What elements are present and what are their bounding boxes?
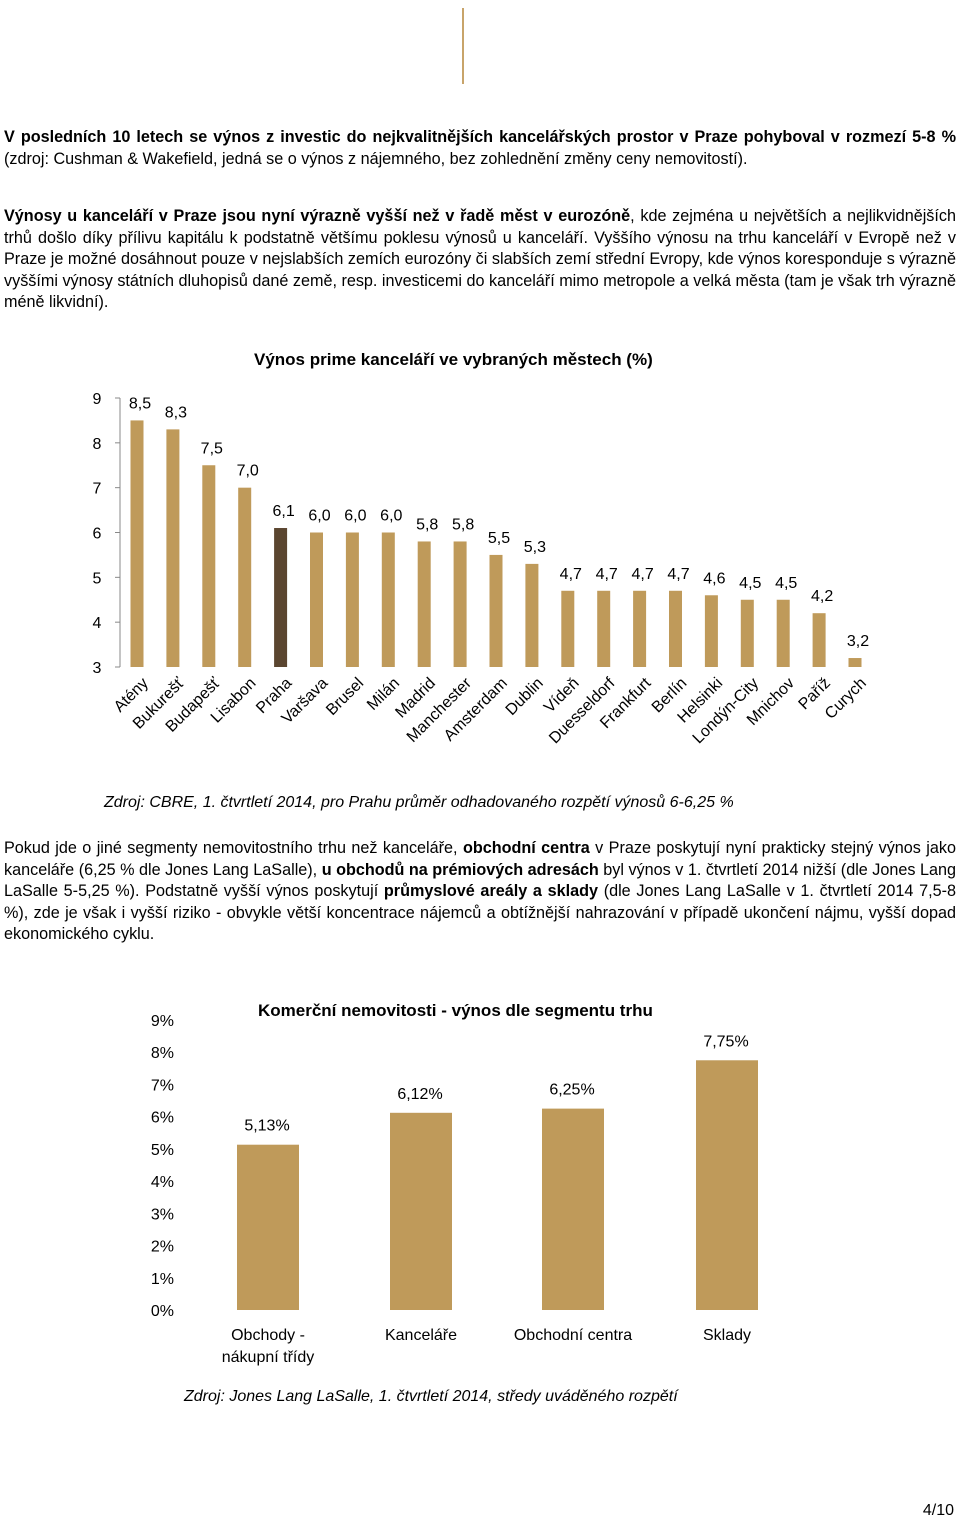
chart2-y-tick-label: 8% bbox=[151, 1045, 174, 1062]
chart2-y-tick-label: 7% bbox=[151, 1077, 174, 1094]
chart2-value-label: 6,25% bbox=[549, 1082, 594, 1099]
chart1-bar bbox=[812, 613, 826, 667]
chart1-bar bbox=[130, 420, 144, 667]
paragraph3-text2: v Praze poskytují nyní prakticky stejný … bbox=[4, 839, 956, 879]
chart2-category-label: Obchodní centra bbox=[514, 1327, 632, 1344]
chart2-bar bbox=[542, 1108, 604, 1310]
chart1-bar bbox=[274, 528, 288, 667]
chart1-value-label: 4,5 bbox=[775, 575, 797, 592]
chart2-bar bbox=[696, 1060, 758, 1310]
chart1-value-label: 6,0 bbox=[344, 508, 366, 525]
chart2-bar bbox=[237, 1144, 299, 1310]
chart1-bar bbox=[848, 658, 862, 667]
chart1-bar bbox=[166, 429, 180, 667]
page-number: 4/10 bbox=[922, 1502, 954, 1519]
chart1-bar bbox=[669, 590, 682, 667]
chart1-y-tick-label: 5 bbox=[93, 570, 102, 587]
chart1-bar bbox=[310, 532, 323, 667]
chart1-title: Výnos prime kanceláří ve vybraných měste… bbox=[254, 350, 653, 369]
chart2-y-tick-label: 3% bbox=[151, 1206, 174, 1223]
chart1-bar bbox=[776, 599, 790, 667]
paragraph2-text: , kde zejména u největších a nejlikvidně… bbox=[4, 207, 956, 311]
chart2-value-label: 5,13% bbox=[244, 1118, 289, 1135]
chart1-y-tick-label: 6 bbox=[93, 526, 102, 543]
chart1-bar bbox=[740, 599, 754, 667]
paragraph3-bold2: u obchodů na prémiových adresách bbox=[321, 860, 599, 879]
chart1-value-label: 4,7 bbox=[560, 566, 582, 583]
chart1-bar bbox=[345, 532, 359, 667]
chart2-bar bbox=[390, 1112, 452, 1310]
header-accent-line bbox=[462, 8, 464, 84]
paragraph2-bold: Výnosy u kanceláří v Praze jsou nyní výr… bbox=[4, 207, 631, 225]
chart1-bar bbox=[202, 465, 216, 667]
chart2-category-label: Kanceláře bbox=[385, 1327, 457, 1344]
chart1-bar bbox=[417, 541, 431, 667]
chart1-value-label: 8,5 bbox=[129, 395, 151, 412]
chart1-bar bbox=[561, 590, 575, 667]
chart1-value-label: 7,5 bbox=[201, 440, 223, 457]
chart2-y-tick-label: 0% bbox=[151, 1303, 174, 1320]
chart1-value-label: 3,2 bbox=[847, 633, 869, 650]
chart1-value-label: 6,0 bbox=[380, 508, 402, 525]
paragraph3-bold1: obchodní centra bbox=[462, 839, 590, 857]
chart1-value-label: 4,7 bbox=[631, 566, 653, 583]
chart2-y-tick-label: 2% bbox=[151, 1239, 174, 1256]
paragraph1-bold: V posledních 10 letech se výnos z invest… bbox=[4, 128, 956, 146]
chart2-y-tick-label: 6% bbox=[151, 1110, 174, 1127]
chart1-bar bbox=[704, 595, 718, 667]
paragraph3-text4: (dle Jones Lang LaSalle v 1. čtvrtletí 2… bbox=[4, 882, 957, 943]
paragraph-other-segments: Pokud jde o jiné segmenty nemovitostního… bbox=[4, 838, 956, 946]
chart1-y-tick-label: 9 bbox=[93, 391, 102, 408]
chart2-y-tick-label: 9% bbox=[151, 1013, 174, 1030]
chart2-y-tick-label: 4% bbox=[151, 1174, 174, 1191]
chart1-y-tick-label: 3 bbox=[93, 660, 102, 677]
chart2-y-tick-label: 5% bbox=[151, 1142, 174, 1159]
chart2-y-tick-label: 1% bbox=[151, 1271, 174, 1288]
chart1-value-label: 8,3 bbox=[165, 404, 187, 421]
chart1-value-label: 5,3 bbox=[524, 539, 546, 556]
paragraph-eurozone-comparison: Výnosy u kanceláří v Praze jsou nyní výr… bbox=[4, 206, 956, 314]
paragraph-office-yield-history: V posledních 10 letech se výnos z invest… bbox=[4, 127, 956, 170]
chart1-bar bbox=[597, 590, 611, 667]
chart1-source: Zdroj: CBRE, 1. čtvrtletí 2014, pro Prah… bbox=[104, 794, 734, 811]
chart2-source: Zdroj: Jones Lang LaSalle, 1. čtvrtletí … bbox=[184, 1388, 678, 1405]
chart2-category-label: Obchody -nákupní třídy bbox=[222, 1327, 315, 1366]
chart2-title: Komerční nemovitosti - výnos dle segment… bbox=[258, 1001, 653, 1020]
paragraph3-text3: byl výnos v 1. čtvrtletí 2014 nižší (dle… bbox=[4, 860, 957, 901]
chart2-category-label: Sklady bbox=[703, 1327, 751, 1344]
chart1-bar bbox=[381, 532, 395, 667]
paragraph1-text: (zdroj: Cushman & Wakefield, jedná se o … bbox=[4, 149, 748, 168]
chart1-value-label: 4,7 bbox=[596, 566, 618, 583]
chart1-value-label: 4,6 bbox=[703, 570, 725, 587]
paragraph3-bold3: průmyslové areály a sklady bbox=[383, 882, 599, 900]
chart1-value-label: 6,1 bbox=[272, 503, 294, 520]
chart1-value-label: 6,0 bbox=[308, 508, 330, 525]
chart1-value-label: 5,5 bbox=[488, 530, 510, 547]
chart1-value-label: 4,2 bbox=[811, 588, 833, 605]
chart1-value-label: 5,8 bbox=[416, 516, 438, 533]
chart2-value-label: 7,75% bbox=[703, 1033, 748, 1050]
chart1-bar bbox=[633, 590, 647, 667]
chart1-y-tick-label: 8 bbox=[93, 436, 102, 453]
chart2-segment-yields: 0% 1% 2% 3% 4% 5% 6% 7% 8% 9% 5,13% Obchody -nákupn… bbox=[151, 1013, 758, 1366]
chart1-bar bbox=[238, 487, 252, 667]
paragraph3-text1: Pokud jde o jiné segmenty nemovitostního… bbox=[4, 839, 463, 857]
chart1-y-tick-label: 7 bbox=[93, 481, 102, 498]
chart1-bar bbox=[525, 563, 539, 667]
chart1-value-label: 4,7 bbox=[667, 566, 689, 583]
chart1-bar bbox=[489, 554, 503, 667]
chart1-value-label: 7,0 bbox=[237, 463, 259, 480]
chart1-y-tick-label: 4 bbox=[93, 615, 102, 632]
chart1-value-label: 5,8 bbox=[452, 516, 474, 533]
chart2-value-label: 6,12% bbox=[397, 1086, 442, 1103]
chart1-value-label: 4,5 bbox=[739, 575, 761, 592]
chart1-bar bbox=[453, 541, 467, 667]
